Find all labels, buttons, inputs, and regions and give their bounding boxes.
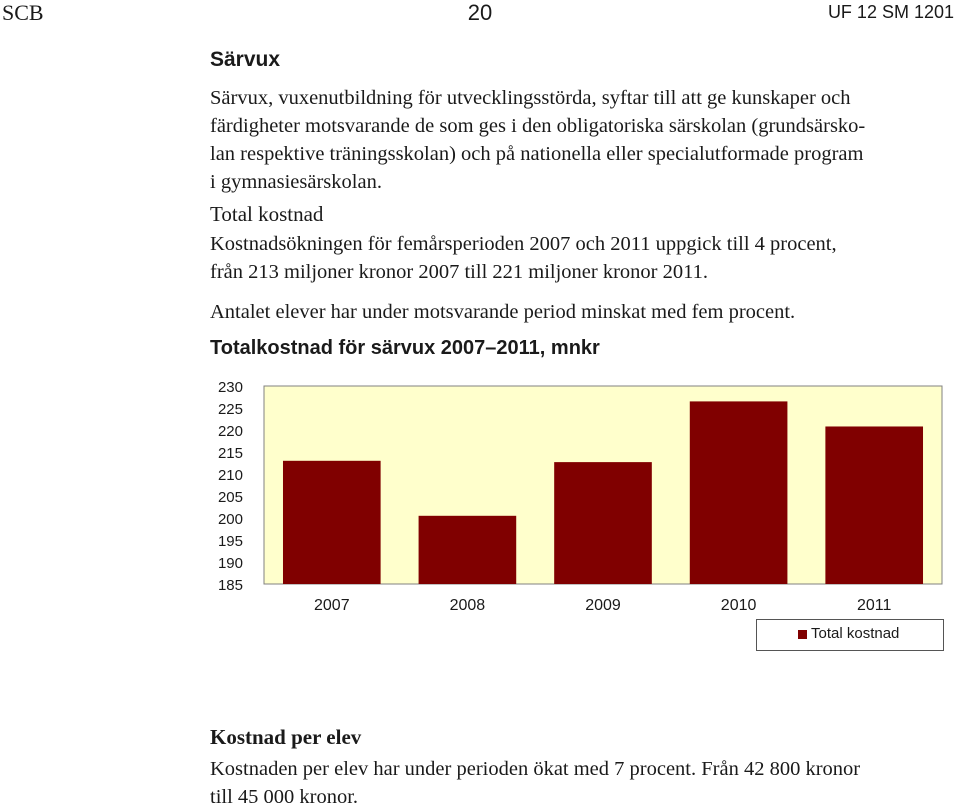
header-right: UF 12 SM 1201 [827, 2, 954, 22]
legend-swatch [798, 630, 807, 639]
legend-label: Total kostnad [811, 625, 900, 642]
bar [282, 460, 381, 584]
per-student-paragraph: Kostnaden per elev har under perioden ök… [210, 755, 955, 811]
x-tick-label: 2008 [450, 597, 486, 614]
total-line: Kostnadsökningen för femårsperioden 2007… [210, 233, 837, 255]
total-line: från 213 miljoner kronor 2007 till 221 m… [210, 261, 708, 283]
bar [554, 462, 652, 584]
y-tick-label: 195 [218, 533, 243, 550]
y-tick-label: 225 [218, 401, 243, 418]
y-tick-label: 215 [218, 445, 243, 462]
intro-paragraph: Särvux, vuxenutbildning för utvecklingss… [210, 84, 955, 196]
intro-line: i gymnasiesärskolan. [210, 171, 382, 193]
per-student-heading: Kostnad per elev [210, 725, 362, 749]
section-title: Särvux [210, 48, 281, 71]
y-tick-label: 200 [218, 511, 243, 528]
header-left: SCB [2, 0, 44, 25]
x-tick-label: 2009 [585, 597, 621, 614]
per-student-line: till 45 000 kronor. [210, 786, 359, 808]
intro-line: färdigheter motsvarande de som ges i den… [210, 115, 866, 137]
bar [825, 426, 924, 584]
y-tick-label: 205 [218, 489, 243, 506]
total-cost-paragraph: Kostnadsökningen för femårsperioden 2007… [210, 230, 955, 286]
y-tick-label: 185 [218, 577, 243, 594]
bar-chart: 230 225 220 215 210 205 200 195 190 185 2007 2008 20… [218, 379, 943, 614]
y-tick-label: 220 [218, 423, 243, 440]
x-tick-label: 2011 [857, 597, 892, 614]
intro-line: lan respektive träningsskolan) och på na… [210, 143, 864, 165]
students-paragraph: Antalet elever har under motsvarande per… [210, 301, 796, 323]
per-student-line: Kostnaden per elev har under perioden ök… [210, 758, 861, 780]
chart-title: Totalkostnad för särvux 2007–2011, mnkr [210, 337, 600, 359]
bar [689, 401, 788, 584]
y-tick-label: 230 [218, 379, 243, 396]
bar [418, 515, 517, 584]
intro-line: Särvux, vuxenutbildning för utvecklingss… [210, 87, 851, 109]
total-cost-heading: Total kostnad [210, 202, 324, 226]
x-tick-label: 2010 [721, 597, 757, 614]
y-tick-label: 190 [218, 555, 243, 572]
page-number: 20 [467, 0, 493, 25]
chart-legend [756, 619, 944, 651]
x-tick-label: 2007 [314, 597, 350, 614]
y-tick-label: 210 [218, 467, 243, 484]
